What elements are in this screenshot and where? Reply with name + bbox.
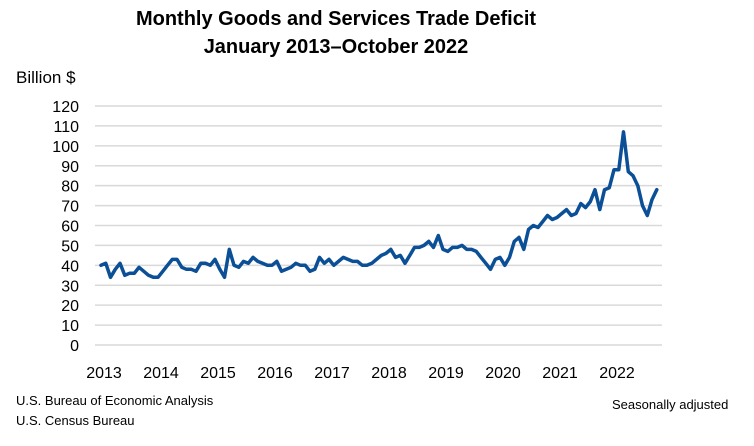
x-tick-label: 2014 <box>143 365 179 382</box>
chart-title: Monthly Goods and Services Trade Deficit <box>135 8 537 30</box>
x-tick-label: 2019 <box>428 365 464 382</box>
y-tick-label: 30 <box>61 278 79 295</box>
y-tick-label: 20 <box>61 298 79 315</box>
y-tick-label: 10 <box>61 318 79 335</box>
x-tick-label: 2016 <box>257 365 293 382</box>
x-tick-label: 2015 <box>200 365 236 382</box>
source-census: U.S. Census Bureau <box>16 413 135 428</box>
y-tick-label: 0 <box>70 338 79 355</box>
x-tick-label: 2021 <box>542 365 578 382</box>
y-tick-label: 60 <box>61 219 79 236</box>
y-tick-label: 100 <box>52 139 79 156</box>
y-tick-label: 40 <box>61 258 79 275</box>
series-line <box>99 130 659 280</box>
x-tick-label: 2020 <box>485 365 521 382</box>
y-tick-label: 120 <box>52 99 79 116</box>
y-tick-label: 70 <box>61 199 79 216</box>
y-tick-label: 90 <box>61 159 79 176</box>
x-tick-label: 2018 <box>371 365 407 382</box>
source-bea: U.S. Bureau of Economic Analysis <box>16 393 214 408</box>
y-tick-label: 80 <box>61 179 79 196</box>
x-tick-label: 2013 <box>86 365 122 382</box>
x-tick-label: 2022 <box>599 365 635 382</box>
y-axis-label: Billion $ <box>16 68 76 87</box>
seasonally-adjusted-note: Seasonally adjusted <box>612 397 729 412</box>
y-tick-label: 110 <box>53 119 79 136</box>
chart-subtitle: January 2013–October 2022 <box>203 36 469 58</box>
x-tick-label: 2017 <box>314 365 350 382</box>
y-tick-label: 50 <box>61 238 79 255</box>
